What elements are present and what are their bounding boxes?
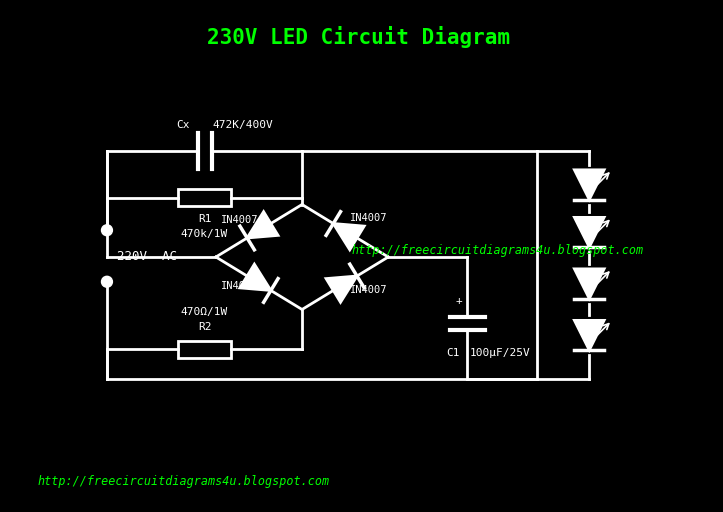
Text: 100μF/25V: 100μF/25V <box>469 348 530 358</box>
Polygon shape <box>333 224 364 250</box>
Polygon shape <box>326 276 357 302</box>
Text: C1: C1 <box>446 348 460 358</box>
Text: R1: R1 <box>198 215 211 224</box>
Text: Cx: Cx <box>176 120 190 130</box>
Polygon shape <box>574 321 604 350</box>
Polygon shape <box>574 218 604 247</box>
Text: IN4007: IN4007 <box>221 215 259 225</box>
Polygon shape <box>247 211 278 238</box>
Polygon shape <box>240 264 271 290</box>
Polygon shape <box>574 170 604 200</box>
Text: IN4007: IN4007 <box>350 285 388 295</box>
Text: 230V LED Circuit Diagram: 230V LED Circuit Diagram <box>207 26 510 48</box>
Text: +: + <box>455 295 463 306</box>
Text: 470Ω/1W: 470Ω/1W <box>181 307 228 317</box>
Text: http://freecircuitdiagrams4u.blogspot.com: http://freecircuitdiagrams4u.blogspot.co… <box>38 475 330 488</box>
Text: 220V  AC: 220V AC <box>117 249 177 263</box>
Bar <box>178 340 231 357</box>
Text: http://freecircuitdiagrams4u.blogspot.com: http://freecircuitdiagrams4u.blogspot.co… <box>351 244 643 257</box>
Polygon shape <box>574 269 604 298</box>
Circle shape <box>101 225 112 236</box>
Circle shape <box>101 276 112 287</box>
Text: 472K/400V: 472K/400V <box>213 120 274 130</box>
Text: 470k/1W: 470k/1W <box>181 229 228 239</box>
Text: R2: R2 <box>198 322 211 332</box>
Bar <box>178 189 231 206</box>
Text: IN4007: IN4007 <box>350 213 388 223</box>
Text: IN4007: IN4007 <box>221 281 259 291</box>
